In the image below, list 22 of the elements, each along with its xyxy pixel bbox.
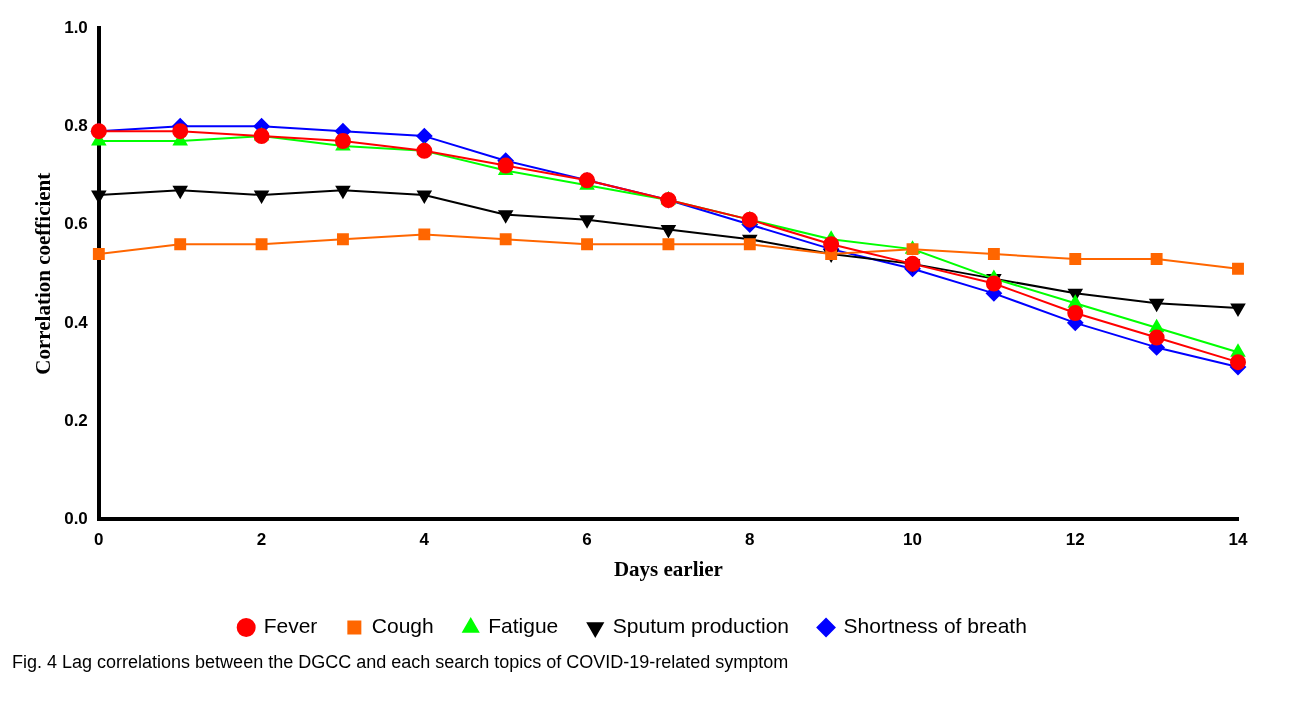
y-tick-label: 0.4 [64,312,89,332]
x-tick-label: 4 [419,530,430,550]
legend-label: Sputum production [612,614,790,638]
x-tick-label: 0 [94,530,104,550]
x-tick-label: 2 [256,530,267,550]
x-tick-label: 10 [903,530,922,550]
x-tick-label: 12 [1065,530,1085,550]
x-tick-label: 8 [745,530,755,550]
legend-label: Cough [371,614,434,638]
y-tick-label: 0.8 [64,115,88,135]
y-tick-label: 0.2 [64,410,88,430]
legend-label: Fatigue [488,614,559,638]
legend-label: Shortness of breath [843,614,1027,638]
x-tick-label: 14 [1228,530,1248,550]
y-tick-label: 1.0 [64,17,88,37]
legend-label: Fever [263,614,318,638]
x-axis-title: Days earlier [613,556,723,581]
caption: Fig. 4 Lag correlations between the DGCC and each search topics of COVID-19-related symptom [12,652,790,673]
x-tick-label: 6 [582,530,592,550]
y-tick-label: 0.6 [64,214,88,234]
y-tick-label: 0.0 [64,509,88,529]
y-axis-title: Correlation coefficient [31,172,56,375]
